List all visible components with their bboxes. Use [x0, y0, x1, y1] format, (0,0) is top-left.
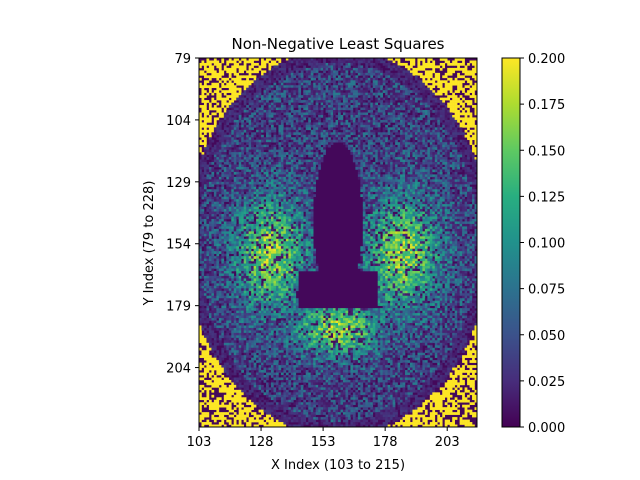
- x-tick-label: 153: [311, 435, 336, 450]
- y-tick-label: 129: [166, 176, 191, 191]
- colorbar: [501, 57, 521, 428]
- x-tick-label: 178: [373, 435, 398, 450]
- colorbar-tick-label: 0.050: [528, 329, 565, 344]
- colorbar-ticks: 0.000 0.025 0.050 0.075 0.100 0.125 0.150 0.175…: [520, 52, 565, 436]
- heatmap-cells: [199, 58, 478, 428]
- colorbar-tick-label: 0.150: [528, 144, 565, 159]
- colorbar-tick-label: 0.025: [528, 375, 565, 390]
- y-tick-label: 104: [166, 114, 191, 129]
- x-tick-label: 128: [249, 435, 274, 450]
- y-axis-ticks: 79 104 129 154 179 204: [166, 52, 199, 377]
- colorbar-tick-label: 0.000: [528, 421, 565, 436]
- chart-title: Non-Negative Least Squares: [231, 35, 444, 53]
- x-tick-label: 203: [435, 435, 460, 450]
- colorbar-tick-label: 0.075: [528, 283, 565, 298]
- colorbar-tick-label: 0.125: [528, 190, 565, 205]
- plot-frame: [198, 57, 478, 428]
- y-axis-label: Y Index (79 to 228): [142, 181, 157, 307]
- x-axis-label: X Index (103 to 215): [271, 458, 405, 473]
- x-axis-ticks: 103 128 153 178 203: [187, 427, 460, 450]
- colorbar-tick-label: 0.200: [528, 52, 565, 67]
- colorbar-tick-label: 0.100: [528, 237, 565, 252]
- y-tick-label: 154: [166, 238, 191, 253]
- x-tick-label: 103: [187, 435, 212, 450]
- y-tick-label: 204: [166, 362, 191, 377]
- colorbar-tick-label: 0.175: [528, 98, 565, 113]
- y-tick-label: 179: [166, 300, 191, 315]
- y-tick-label: 79: [174, 52, 191, 67]
